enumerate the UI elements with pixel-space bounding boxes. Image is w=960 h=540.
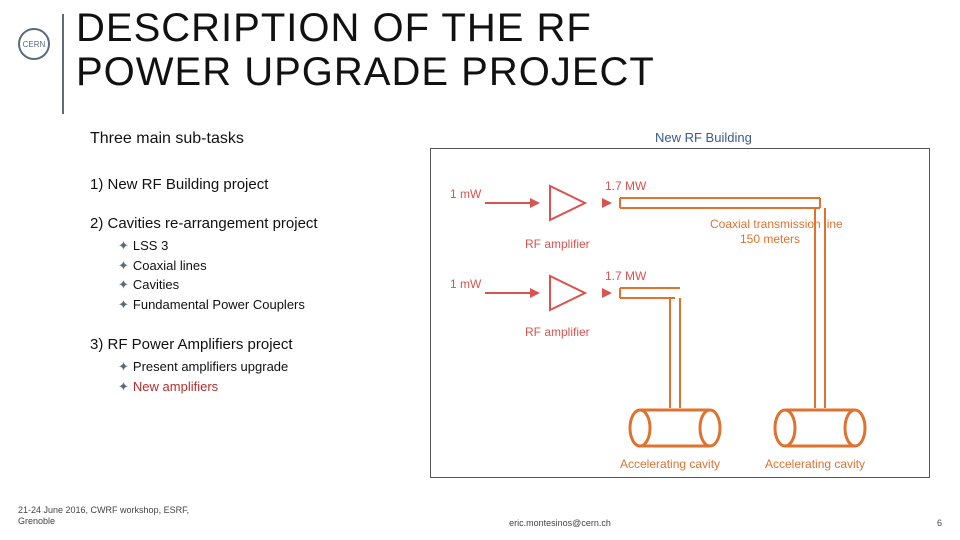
page-title: DESCRIPTION OF THE RF POWER UPGRADE PROJ… [76, 6, 655, 94]
label-cavity-right: Accelerating cavity [765, 457, 865, 471]
footer: 21-24 June 2016, CWRF workshop, ESRF, Gr… [18, 505, 942, 528]
task-heading: 1) New RF Building project [90, 176, 450, 193]
sub-list: ✦ LSS 3 ✦ Coaxial lines ✦ Cavities ✦ Fundamenta… [118, 236, 450, 314]
sub-item: ✦ Present amplifiers upgrade [118, 357, 450, 377]
label-1p7mw-upper: 1.7 MW [605, 179, 647, 193]
diagram: New RF Building 1 mW RF amplifier 1.7 MW… [430, 148, 930, 478]
label-1p7mw-lower: 1.7 MW [605, 269, 647, 283]
bullet-star-icon: ✦ [118, 297, 129, 312]
body-area: Three main sub-tasks 1) New RF Building … [90, 130, 450, 418]
bullet-star-icon: ✦ [118, 277, 129, 292]
label-1mw-upper: 1 mW [450, 187, 482, 201]
title-separator [62, 14, 64, 114]
diagram-title: New RF Building [655, 130, 752, 145]
sub-item: ✦ LSS 3 [118, 236, 450, 256]
cern-logo-icon: CERN [18, 28, 50, 60]
cavity-right [775, 410, 865, 446]
sub-item-label: Cavities [133, 277, 179, 292]
footer-center: eric.montesinos@cern.ch [218, 518, 902, 528]
slide: CERN DESCRIPTION OF THE RF POWER UPGRADE… [0, 0, 960, 540]
subtitle: Three main sub-tasks [90, 130, 450, 148]
task-heading: 3) RF Power Amplifiers project [90, 336, 450, 353]
task-item: 2) Cavities re-arrangement project ✦ LSS 3… [90, 215, 450, 314]
bullet-star-icon: ✦ [118, 359, 129, 374]
task-item: 3) RF Power Amplifiers project ✦ Present a… [90, 336, 450, 396]
cavity-left [630, 410, 720, 446]
label-amp-lower: RF amplifier [525, 325, 590, 339]
label-coax-2: 150 meters [740, 232, 800, 246]
sub-item: ✦ Cavities [118, 275, 450, 295]
title-line-1: DESCRIPTION OF THE RF [76, 6, 655, 50]
sub-item-label: Present amplifiers upgrade [133, 359, 288, 374]
sub-item: ✦ Fundamental Power Couplers [118, 295, 450, 315]
label-1mw-lower: 1 mW [450, 277, 482, 291]
sub-item-label: New amplifiers [133, 379, 218, 394]
bullet-star-icon: ✦ [118, 258, 129, 273]
task-heading: 2) Cavities re-arrangement project [90, 215, 450, 232]
sub-item-label: LSS 3 [133, 238, 168, 253]
sub-item: ✦ New amplifiers [118, 377, 450, 397]
bullet-star-icon: ✦ [118, 379, 129, 394]
sub-item-label: Fundamental Power Couplers [133, 297, 305, 312]
task-item: 1) New RF Building project [90, 176, 450, 193]
label-amp-upper: RF amplifier [525, 237, 590, 251]
title-line-2: POWER UPGRADE PROJECT [76, 50, 655, 94]
sub-item-label: Coaxial lines [133, 258, 207, 273]
footer-left: 21-24 June 2016, CWRF workshop, ESRF, Gr… [18, 505, 218, 528]
logo-area: CERN [18, 28, 50, 60]
label-cavity-left: Accelerating cavity [620, 457, 720, 471]
bullet-star-icon: ✦ [118, 238, 129, 253]
sub-item: ✦ Coaxial lines [118, 256, 450, 276]
footer-right: 6 [902, 518, 942, 528]
label-coax-1: Coaxial transmission line [710, 217, 843, 231]
diagram-svg: 1 mW RF amplifier 1.7 MW Coaxial transmi… [430, 148, 930, 478]
sub-list: ✦ Present amplifiers upgrade ✦ New amplifie… [118, 357, 450, 396]
